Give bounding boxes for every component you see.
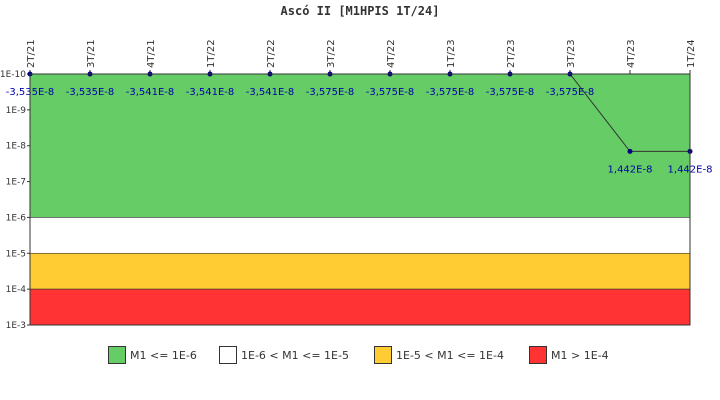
data-label: -3,541E-8 [246, 87, 295, 98]
data-label: -3,541E-8 [186, 87, 235, 98]
chart-title: Ascó II [M1HPIS 1T/24] [281, 4, 440, 18]
y-axis: 1E-10 1E-9 1E-8 1E-7 1E-6 1E-5 1E-4 1E-3 [0, 70, 30, 331]
y-tick-label: 1E-9 [6, 106, 27, 116]
x-tick-label: 3T/22 [326, 39, 337, 68]
band-1 [29, 217, 691, 254]
legend-swatch-green [108, 346, 126, 364]
data-label: -3,541E-8 [126, 87, 175, 98]
chart: Ascó II [M1HPIS 1T/24] 1E-10 1E-9 1E-8 1E-7… [0, 4, 712, 331]
data-label: -3,575E-8 [426, 87, 475, 98]
band-3 [29, 288, 691, 326]
legend: M1 <= 1E-6 1E-6 < M1 <= 1E-5 1E-5 < M1 <… [0, 344, 720, 368]
x-tick-label: 1T/23 [446, 39, 457, 68]
legend-label: M1 <= 1E-6 [130, 348, 197, 362]
x-tick-label: 4T/21 [146, 39, 157, 68]
x-tick-label: 4T/23 [626, 39, 637, 68]
legend-swatch-red [529, 346, 547, 364]
legend-item-white: 1E-6 < M1 <= 1E-5 [219, 344, 349, 366]
data-label: -3,535E-8 [66, 87, 115, 98]
y-tick-label: 1E-5 [6, 249, 26, 259]
x-tick-label: 3T/21 [86, 39, 97, 68]
legend-swatch-white [219, 346, 237, 364]
y-tick-label: 1E-8 [6, 142, 27, 152]
y-tick-label: 1E-4 [6, 285, 27, 295]
y-tick-label: 1E-7 [6, 178, 26, 188]
legend-label: M1 > 1E-4 [551, 348, 609, 362]
x-tick-label: 2T/21 [26, 39, 37, 68]
x-tick-label: 1T/22 [206, 39, 217, 68]
legend-item-red: M1 > 1E-4 [529, 344, 609, 366]
y-tick-label: 1E-6 [6, 213, 27, 223]
band-2 [29, 252, 691, 290]
x-tick-label: 2T/22 [266, 39, 277, 68]
data-label: 1,442E-8 [608, 164, 653, 175]
legend-label: 1E-6 < M1 <= 1E-5 [241, 348, 349, 362]
x-tick-label: 2T/23 [506, 39, 517, 68]
data-label: -3,575E-8 [486, 87, 535, 98]
chart-bands [29, 73, 691, 326]
data-label: -3,575E-8 [306, 87, 355, 98]
legend-item-green: M1 <= 1E-6 [108, 344, 197, 366]
legend-item-yellow: 1E-5 < M1 <= 1E-4 [374, 344, 504, 366]
data-label: -3,575E-8 [366, 87, 415, 98]
data-label: -3,575E-8 [546, 87, 595, 98]
legend-label: 1E-5 < M1 <= 1E-4 [396, 348, 504, 362]
legend-swatch-yellow [374, 346, 392, 364]
y-tick-label: 1E-10 [0, 70, 26, 80]
x-axis: 2T/21 3T/21 4T/21 1T/22 2T/22 3T/22 4T/22 1T/23… [26, 39, 697, 74]
x-tick-label: 3T/23 [566, 39, 577, 68]
data-point [627, 148, 633, 154]
band-0 [29, 73, 691, 218]
y-tick-label: 1E-3 [6, 321, 26, 331]
plot-frame [29, 73, 691, 326]
x-tick-label: 4T/22 [386, 39, 397, 68]
x-tick-label: 1T/24 [686, 39, 697, 68]
